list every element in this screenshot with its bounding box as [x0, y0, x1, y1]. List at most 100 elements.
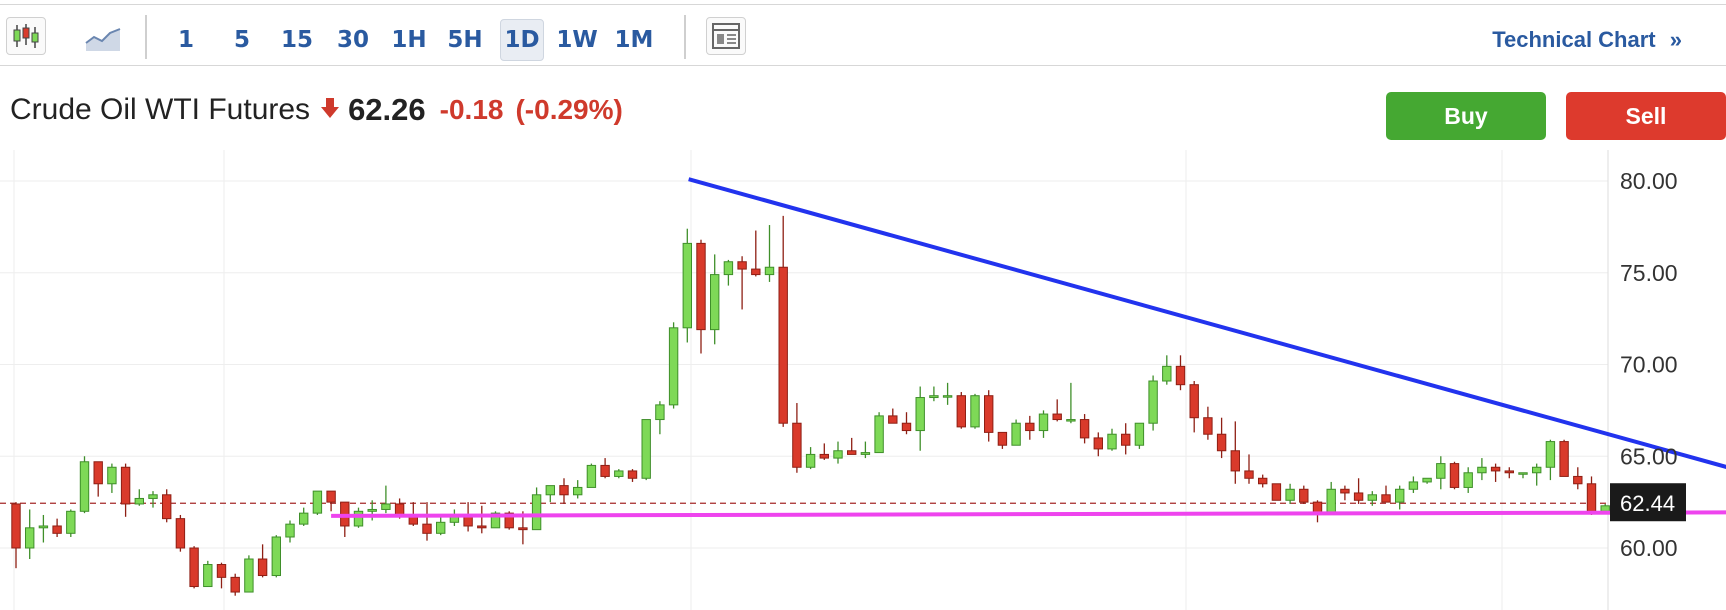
candle-down [751, 268, 761, 276]
candle-up [285, 523, 295, 538]
support-line [331, 510, 1726, 518]
area-chart-icon[interactable] [84, 25, 122, 53]
candle-up [1463, 472, 1473, 488]
candle-up [1326, 488, 1336, 514]
layout-icon[interactable] [706, 17, 746, 55]
buy-button[interactable]: Buy [1386, 92, 1546, 140]
candle-up [1532, 466, 1542, 474]
candle-down [518, 527, 528, 531]
candle-up [312, 490, 323, 514]
candle-down [1258, 477, 1268, 485]
y-axis-tick-label: 80.00 [1620, 168, 1678, 194]
candle-down [1504, 470, 1514, 474]
candle-down [888, 415, 898, 424]
candle-down [778, 266, 788, 424]
candle-up [1477, 466, 1487, 474]
candle-up [1518, 472, 1528, 475]
candle-up [436, 521, 446, 534]
candle-down [1025, 422, 1035, 432]
price-change: -0.18 [439, 94, 504, 125]
candle-up [66, 510, 76, 534]
candle-up [929, 395, 939, 399]
candle-down [230, 576, 240, 593]
candle-up [1011, 422, 1021, 446]
sell-button[interactable]: Sell [1566, 92, 1726, 140]
candle-down [326, 490, 336, 503]
candle-down [189, 547, 199, 588]
interval-1h[interactable]: 1H [391, 27, 427, 53]
interval-1[interactable]: 1 [177, 27, 194, 53]
candle-up [1148, 380, 1158, 424]
candle-up [833, 450, 843, 459]
candle-down [216, 564, 227, 578]
interval-1w[interactable]: 1W [556, 27, 598, 53]
candle-up [1107, 433, 1117, 450]
candle-up [764, 266, 775, 276]
candle-up [1436, 463, 1446, 479]
y-axis-tick-label: 65.00 [1620, 443, 1678, 469]
candle-up [710, 274, 720, 331]
candle-up [1395, 488, 1405, 503]
candle-up [545, 485, 555, 496]
price-change-percent: (-0.29%) [515, 94, 623, 125]
price-chart[interactable]: 80.00 75.00 70.00 65.00 60.00 62.44 [0, 150, 1726, 610]
candle-up [942, 395, 953, 398]
candle-down [504, 512, 514, 529]
interval-5[interactable]: 5 [233, 27, 250, 53]
candle-down [477, 525, 487, 529]
candle-up [573, 486, 583, 496]
interval-30[interactable]: 30 [336, 27, 369, 53]
candle-up [490, 512, 501, 529]
candle-down [1079, 419, 1090, 439]
candle-up [531, 494, 542, 531]
candle-down [600, 464, 610, 477]
candlestick-chart-icon[interactable] [6, 17, 46, 55]
candle-up [1408, 481, 1419, 490]
candle-down [901, 422, 912, 432]
candle-up [353, 510, 364, 527]
candle-down [1340, 488, 1350, 494]
instrument-name: Crude Oil WTI Futures [10, 93, 311, 126]
candle-up [614, 470, 624, 477]
candle-up [1162, 365, 1172, 382]
quote-header: Crude Oil WTI Futures 62.26 -0.18 (-0.29… [10, 88, 623, 132]
candle-up [367, 508, 377, 512]
interval-5h[interactable]: 5H [447, 27, 483, 53]
candle-down [559, 485, 569, 496]
double-chevron-right-icon: » [1669, 27, 1682, 52]
candle-down [408, 516, 419, 525]
candle-down [1271, 483, 1282, 501]
chart-toolbar: 1 5 15 30 1H 5H 1D 1W 1M Technical Chart… [0, 4, 1726, 66]
y-axis-tick-label: 70.00 [1620, 352, 1678, 378]
toolbar-separator [684, 15, 686, 59]
candle-up [299, 512, 309, 525]
candle-up [682, 242, 692, 329]
candle-down [984, 395, 994, 433]
interval-1m[interactable]: 1M [614, 27, 654, 53]
candle-down [120, 466, 131, 505]
candle-down [819, 453, 829, 459]
candle-down [1175, 365, 1186, 386]
technical-chart-link[interactable]: Technical Chart » [1492, 27, 1682, 53]
candle-up [723, 261, 734, 276]
candle-up [107, 466, 117, 485]
candle-up [586, 464, 597, 488]
candle-down [422, 523, 432, 534]
technical-chart-label: Technical Chart [1492, 27, 1656, 52]
candle-up [1134, 422, 1145, 446]
interval-15[interactable]: 15 [280, 27, 313, 53]
candle-down [737, 261, 747, 270]
candle-down [1381, 494, 1391, 503]
interval-1d[interactable]: 1D [500, 19, 544, 61]
candle-down [52, 525, 62, 534]
candle-up [1066, 419, 1076, 422]
descending-trendline [688, 177, 1726, 469]
last-price: 62.26 [348, 92, 426, 127]
candle-down [1586, 483, 1597, 512]
candle-up [271, 536, 282, 577]
toolbar-separator [145, 15, 147, 59]
candle-up [1038, 413, 1049, 432]
candle-down [93, 461, 103, 485]
candle-up [1545, 441, 1556, 468]
candle-up [805, 453, 816, 468]
